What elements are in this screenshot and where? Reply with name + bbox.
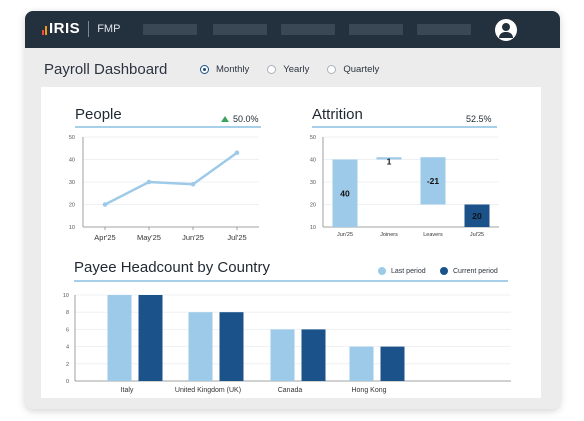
attrition-title: Attrition [312,106,363,123]
nav-item-4[interactable] [349,24,403,35]
waterfall-bar [420,157,446,205]
brand-logo[interactable]: IRIS FMP [42,20,120,37]
data-point [146,179,152,185]
x-tick-label: Jun'25 [182,233,204,242]
y-tick-label: 2 [66,362,69,368]
legend-label: Current period [453,267,498,275]
y-tick-label: 30 [69,180,75,186]
x-tick-label: Apr'25 [94,233,115,242]
data-point [190,181,196,187]
legend-swatch [440,267,448,275]
logo-mark-icon [42,23,47,35]
period-option-label: Quartely [343,64,380,75]
period-option-monthly[interactable]: Monthly [200,64,249,75]
y-tick-label: 50 [310,135,316,141]
data-label: 1 [387,156,392,166]
data-point [102,202,108,207]
x-tick-label: Canada [278,387,303,394]
x-tick-label: Jul'25 [227,233,246,242]
x-tick-label: Jun'25 [337,232,353,238]
period-option-label: Yearly [283,64,310,75]
app-window: IRIS FMP Payroll Dashboard Monthly Yearl… [25,11,560,409]
y-tick-label: 30 [310,180,316,186]
y-tick-label: 10 [69,225,75,231]
product-name: FMP [97,22,121,35]
bar-last-period [107,295,132,381]
logo-divider [88,20,90,37]
period-option-quartely[interactable]: Quartely [327,64,379,75]
data-point [234,150,240,156]
legend-last-period: Last period [378,267,426,275]
nav-item-5[interactable] [417,24,471,35]
x-tick-label: Leavers [423,232,443,238]
triangle-up-icon [221,116,229,122]
bar-last-period [349,346,374,381]
people-underline [75,126,261,128]
data-label: 40 [340,188,350,198]
period-option-label: Monthly [216,64,250,75]
bar-current-period [301,329,326,381]
y-tick-label: 50 [69,135,75,141]
nav-item-3[interactable] [281,24,335,35]
dashboard-panel: People 50.0% 50 40 30 20 10 Apr'25 May'25 Jun'2… [41,87,541,398]
y-tick-label: 4 [66,345,69,351]
x-tick-label: May'25 [137,233,161,242]
data-label: -21 [427,176,440,186]
waterfall-bar [464,204,490,227]
people-title: People [75,106,122,123]
legend-current-period: Current period [440,267,498,275]
people-series-line [104,151,238,206]
x-tick-label: Jul'25 [470,232,484,238]
page-title: Payroll Dashboard [44,61,168,78]
legend-label: Last period [391,267,426,275]
data-label: 20 [472,211,482,221]
y-tick-label: 10 [63,293,69,299]
x-tick-label: Italy [121,387,134,394]
period-option-yearly[interactable]: Yearly [267,64,309,75]
headcount-bar-chart: 10 8 6 4 2 0 Italy United Kingdom (UK) Canada Hon… [63,293,511,394]
headcount-title: Payee Headcount by Country [74,259,270,276]
y-tick-label: 20 [69,203,75,209]
attrition-underline [312,126,497,128]
nav-item-1[interactable] [143,24,197,35]
radio-selected-icon [200,65,209,74]
bar-current-period [138,295,163,381]
people-change-value: 50.0% [233,114,259,124]
attrition-value: 52.5% [466,114,492,124]
bar-last-period [270,329,295,381]
top-navigation-bar: IRIS FMP [25,11,560,48]
waterfall-bar [376,157,402,160]
y-tick-label: 10 [310,225,316,231]
waterfall-bar [332,159,358,227]
attrition-waterfall-chart: 50 40 30 20 10 40 Jun'25 1 Joiners -21 Leavers 20 Ju… [310,135,499,238]
legend-swatch [378,267,386,275]
y-tick-label: 6 [66,327,69,333]
x-tick-label: Hong Kong [351,387,386,394]
x-tick-label: Joiners [380,232,398,238]
bar-current-period [219,312,244,381]
user-avatar-icon[interactable] [495,19,517,41]
y-tick-label: 20 [310,203,316,209]
radio-empty-icon [327,65,337,74]
y-tick-label: 0 [66,379,69,385]
period-selector: Monthly Yearly Quartely [200,64,379,75]
y-tick-label: 8 [66,310,69,316]
bar-last-period [188,312,213,381]
headcount-underline [74,280,508,282]
radio-empty-icon [267,65,277,74]
brand-name: IRIS [49,20,81,37]
people-line-chart: 50 40 30 20 10 Apr'25 May'25 Jun'25 Jul'25 [69,135,259,242]
x-tick-label: United Kingdom (UK) [175,387,241,394]
people-change: 50.0% [221,114,259,124]
nav-item-2[interactable] [213,24,267,35]
y-tick-label: 40 [310,158,316,164]
bar-current-period [380,346,405,381]
y-tick-label: 40 [69,158,75,164]
